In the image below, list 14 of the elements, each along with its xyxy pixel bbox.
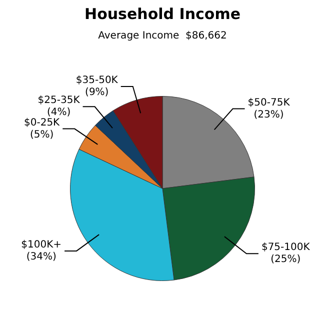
- data-label: (5%): [30, 129, 54, 140]
- chart-subtitle: Average Income $86,662: [98, 30, 227, 42]
- data-label: (23%): [254, 109, 284, 120]
- slice-label: $100K+: [21, 240, 62, 251]
- chart-title: Household Income: [84, 4, 240, 23]
- slice-label: $0-25K: [24, 117, 60, 128]
- data-label: (4%): [46, 107, 71, 118]
- slice-label: $75-100K: [261, 242, 310, 254]
- data-label: (9%): [85, 87, 109, 98]
- slice-label: $35-50K: [76, 75, 118, 86]
- data-label: (34%): [26, 252, 56, 263]
- slice-label: $50-75K: [248, 97, 290, 108]
- slice-label: $25-35K: [38, 95, 80, 106]
- data-label: (25%): [270, 254, 301, 266]
